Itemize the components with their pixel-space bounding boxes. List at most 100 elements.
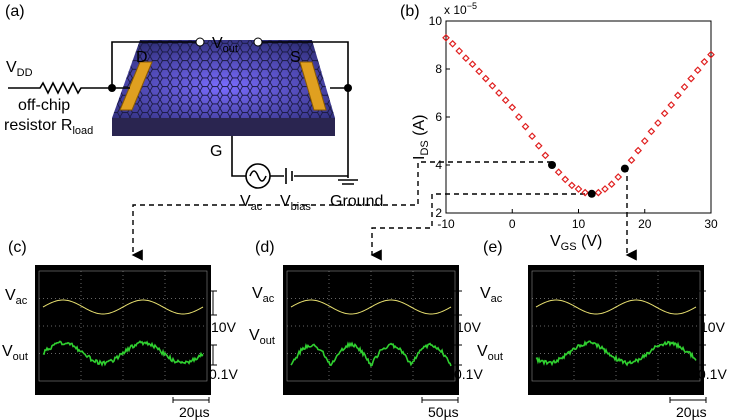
sub: bias (291, 201, 312, 213)
v: V (477, 343, 488, 360)
x-tick-label: 30 (704, 217, 718, 231)
scale-label: 10V (456, 319, 482, 335)
y-tick-label: 8 (435, 62, 442, 76)
data-point (529, 133, 535, 139)
sub: out (488, 351, 503, 363)
data-point (668, 102, 674, 108)
x-axis-label: VGS (V) (550, 233, 602, 253)
vbias-label: Vbias (280, 193, 311, 213)
v: V (280, 193, 291, 210)
data-point (662, 110, 668, 116)
data-point (688, 76, 694, 82)
y-axis-label: IDS (A) (411, 114, 431, 160)
data-point (476, 68, 482, 74)
data-point (609, 181, 615, 187)
terminal (196, 38, 204, 46)
y-tick-label: 2 (435, 206, 442, 220)
scale-label: 0.1V (209, 366, 238, 382)
ground-symbol (338, 180, 358, 184)
data-point (695, 67, 701, 73)
trace-label: Vout (477, 343, 503, 363)
scale-label: 0.1V (454, 366, 483, 382)
sub: DD (17, 67, 33, 79)
data-point (701, 59, 707, 65)
vac-label: Vac (240, 193, 263, 213)
v: V (252, 285, 263, 302)
data-point (635, 148, 641, 154)
resistor-label: resistor Rload (4, 117, 93, 137)
data-point (595, 190, 601, 196)
v: V (5, 287, 16, 304)
sub: ac (251, 201, 263, 213)
data-point (629, 157, 635, 163)
r: resistor R (4, 117, 72, 134)
data-point (615, 174, 621, 180)
data-point (542, 152, 548, 158)
trace-label: Vac (480, 285, 503, 305)
data-point (642, 138, 648, 144)
data-point (523, 124, 529, 130)
battery (286, 168, 292, 184)
resistor (8, 83, 112, 93)
scale-label: 50µs (428, 404, 459, 420)
data-point (655, 120, 661, 126)
sub: ac (263, 293, 275, 305)
data-point (682, 84, 688, 90)
trace-label: Vac (5, 287, 28, 307)
v: V (2, 343, 13, 360)
x-tick-label: 0 (509, 217, 516, 231)
node (344, 84, 352, 92)
sub: GS (561, 241, 577, 253)
v: V (550, 233, 561, 250)
v: V (249, 327, 260, 344)
data-point (675, 92, 681, 98)
gate-label: G (210, 143, 222, 160)
terminal (254, 38, 262, 46)
scale-label: 0.1V (698, 366, 727, 382)
sub: out (13, 351, 28, 363)
scale-label: 20µs (179, 404, 210, 420)
y-tick-label: 4 (435, 158, 442, 172)
data-point (648, 128, 654, 134)
panel-label: (d) (255, 239, 275, 256)
data-point (496, 90, 502, 96)
data-point (569, 182, 575, 188)
v: V (480, 285, 491, 302)
vdd-label: VDD (6, 59, 33, 79)
panel-label: (b) (400, 3, 420, 20)
device-side (112, 118, 335, 136)
data-point (470, 61, 476, 67)
data-point (582, 190, 588, 196)
trace-label: Vout (249, 327, 275, 347)
y-tick-label: 6 (435, 110, 442, 124)
trace-label: Vac (252, 285, 275, 305)
v: V (6, 59, 17, 76)
highlight-point (548, 161, 556, 169)
data-point (450, 41, 456, 47)
panel-a: (a) D S Vout VDD off-chip resistor Rload… (4, 3, 383, 213)
sup: −5 (467, 1, 477, 11)
unit: (V) (577, 233, 603, 250)
source-label: S (290, 49, 301, 66)
sub: DS (419, 140, 431, 155)
data-point (536, 143, 542, 149)
scale-label: 10V (211, 319, 237, 335)
data-point (483, 76, 489, 82)
highlight-point (588, 190, 596, 198)
multiplier: x 10−5 (444, 1, 477, 17)
data-point (602, 186, 608, 192)
sub: out (223, 43, 238, 55)
data-point (456, 48, 462, 54)
unit: (A) (411, 114, 428, 140)
ground-label: Ground (330, 193, 383, 210)
panel-label: (e) (483, 239, 503, 256)
drain-label: D (136, 49, 148, 66)
y-tick-label: 10 (429, 14, 443, 28)
data-point (562, 176, 568, 182)
v: V (240, 193, 251, 210)
panel-b: (b) x 10−5 IDS (A) VGS (V) -10 0 10 20 30 2 4 6… (400, 1, 718, 253)
sub: out (260, 335, 275, 347)
plot-frame (446, 21, 711, 213)
trace-label: Vout (2, 343, 28, 363)
